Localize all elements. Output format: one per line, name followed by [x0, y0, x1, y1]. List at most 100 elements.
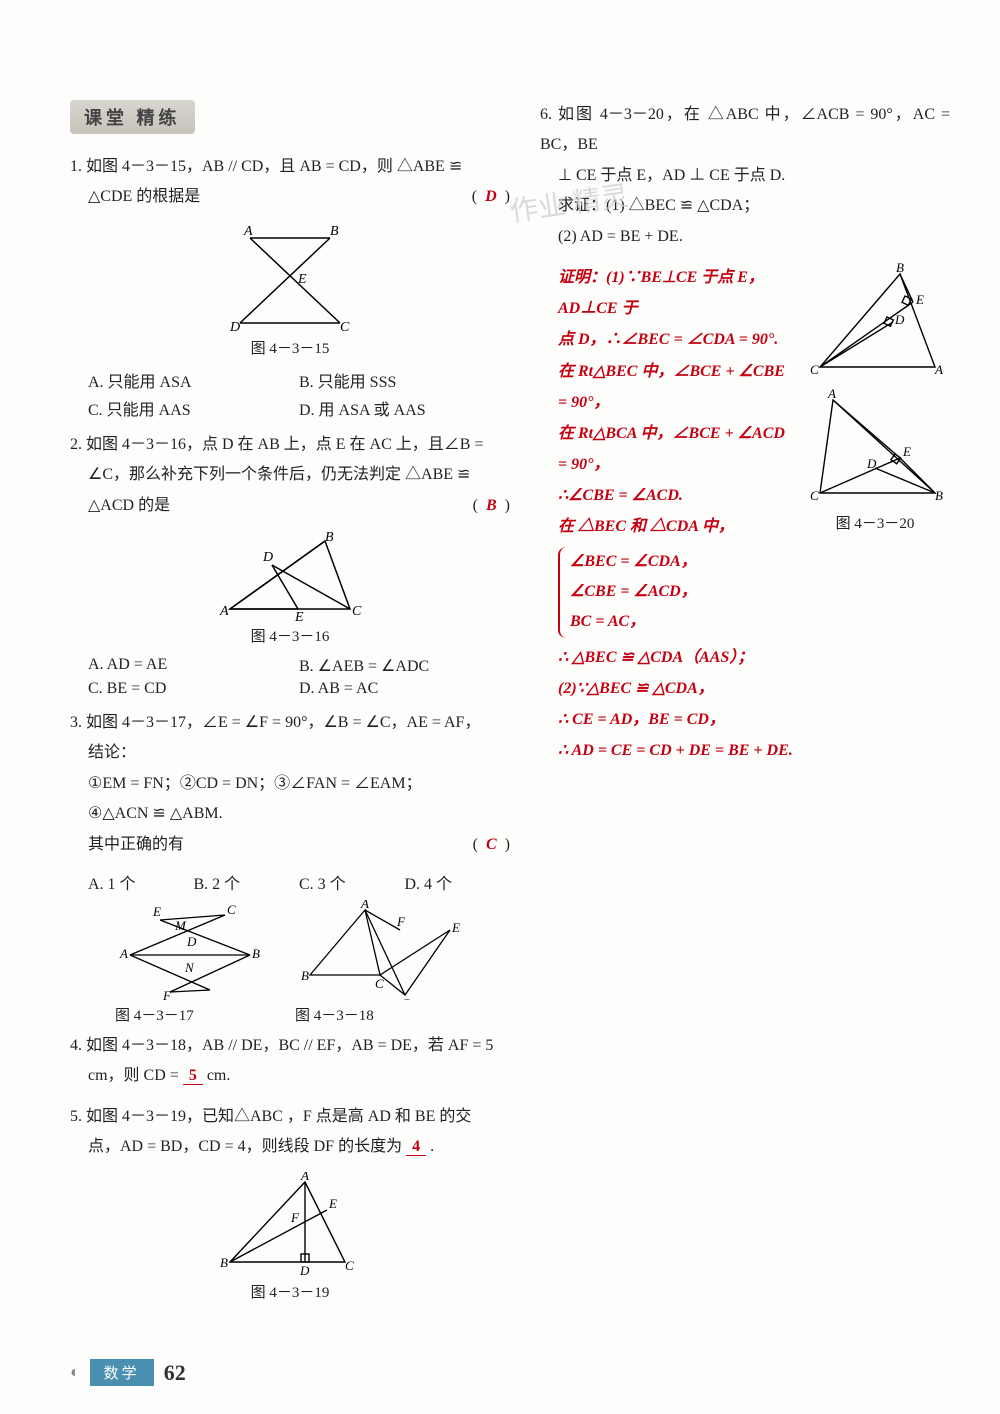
q1-answer: D: [485, 188, 497, 205]
q3-opt-d: D. 4 个: [405, 870, 511, 894]
svg-text:C: C: [227, 902, 236, 917]
fig-4-3-15-caption: 图 4－3－15: [70, 337, 510, 358]
svg-text:A: A: [243, 224, 253, 239]
svg-text:E: E: [451, 920, 460, 935]
question-4: 4. 如图 4－3－18，AB // DE，BC // EF，AB = DE，若…: [70, 1031, 510, 1092]
q3-answer: C: [486, 836, 497, 853]
q1-options: A. 只能用 ASA B. 只能用 SSS C. 只能用 AAS D. 用 AS…: [88, 368, 510, 424]
q4-line2a: cm，则 CD =: [88, 1067, 183, 1084]
svg-text:D: D: [866, 456, 877, 471]
q4-line1: 4. 如图 4－3－18，AB // DE，BC // EF，AB = DE，若…: [70, 1037, 493, 1054]
q2-line1: 2. 如图 4－3－16，点 D 在 AB 上，点 E 在 AC 上，且∠B =: [70, 436, 483, 453]
svg-text:D: D: [299, 1263, 310, 1277]
q5-answer: 4: [406, 1138, 426, 1156]
svg-text:A: A: [827, 388, 836, 401]
q1-line1: 1. 如图 4－3－15，AB // CD，且 AB = CD，则 △ABE ≌: [70, 158, 462, 175]
svg-text:C: C: [810, 488, 819, 503]
svg-text:E: E: [294, 610, 304, 621]
svg-text:B: B: [220, 1255, 228, 1270]
svg-text:D: D: [402, 996, 413, 1000]
svg-text:C: C: [345, 1258, 354, 1273]
q5-line2b: .: [426, 1138, 434, 1155]
fig-4-3-16-caption: 图 4－3－16: [70, 625, 510, 646]
q2-line2: ∠C，那么补充下列一个条件后，仍无法判定 △ABE ≌: [88, 466, 470, 483]
q1-opt-d: D. 用 ASA 或 AAS: [299, 396, 510, 420]
q2-opt-a: A. AD = AE: [88, 656, 299, 676]
q6-line3: 求证：(1) △BEC ≌ △CDA；: [558, 197, 759, 214]
svg-text:A: A: [219, 604, 229, 619]
svg-text:E: E: [152, 904, 161, 919]
svg-text:F: F: [290, 1210, 300, 1225]
footer-subject: 数学: [90, 1359, 154, 1386]
svg-text:B: B: [252, 946, 260, 961]
q6-proof-l8: (2)∵△BEC ≌ △CDA，: [558, 673, 950, 704]
figure-4-3-20: BC AE D AC BE D 图 4－3－20: [800, 262, 950, 533]
q3-line2: 结论：: [88, 744, 136, 761]
fig-4-3-17-caption: 图 4－3－17: [115, 1004, 265, 1025]
svg-text:D: D: [262, 550, 273, 565]
q6-proof-b2: ∠CBE = ∠ACD，: [570, 577, 950, 607]
q2-opt-c: C. BE = CD: [88, 680, 299, 698]
question-5: 5. 如图 4－3－19，已知△ABC ，F 点是高 AD 和 BE 的交 点，…: [70, 1102, 510, 1163]
q2-answer: B: [486, 497, 497, 514]
q6-proof-l10: ∴ AD = CE = CD + DE = BE + DE.: [558, 735, 950, 766]
svg-text:C: C: [340, 320, 350, 333]
svg-text:N: N: [184, 960, 195, 975]
right-column: 6. 如图 4－3－20，在 △ABC 中，∠ACB = 90°，AC = BC…: [540, 100, 950, 1312]
q2-answer-paren: ( B ): [473, 491, 510, 521]
q4-line2b: cm.: [203, 1067, 231, 1084]
section-title: 课堂 精练: [70, 100, 195, 134]
figure-4-3-15: AB DC E 图 4－3－15: [70, 223, 510, 358]
q2-options: A. AD = AE B. ∠AEB = ∠ADC C. BE = CD D. …: [88, 656, 510, 702]
q3-opt-c: C. 3 个: [299, 870, 405, 894]
svg-text:B: B: [301, 968, 309, 983]
svg-text:D: D: [894, 312, 905, 327]
figure-4-3-19: A B C D E F 图 4－3－19: [70, 1172, 510, 1302]
q1-opt-c: C. 只能用 AAS: [88, 396, 299, 420]
svg-text:C: C: [375, 976, 384, 991]
q2-line3: △ACD 的是: [88, 491, 170, 521]
q3-line4: ④△ACN ≌ △ABM.: [88, 805, 223, 822]
fig-4-3-18-caption: 图 4－3－18: [295, 1004, 465, 1025]
svg-text:B: B: [935, 488, 943, 503]
q1-answer-paren: ( D ): [472, 182, 510, 212]
fig-4-3-20-caption: 图 4－3－20: [800, 512, 950, 533]
svg-text:A: A: [119, 946, 128, 961]
q1-line2: △CDE 的根据是: [88, 182, 200, 212]
svg-text:D: D: [229, 320, 240, 333]
figure-4-3-16: A C B D E 图 4－3－16: [70, 531, 510, 646]
svg-text:E: E: [915, 292, 924, 307]
q1-opt-b: B. 只能用 SSS: [299, 368, 510, 392]
question-2: 2. 如图 4－3－16，点 D 在 AB 上，点 E 在 AC 上，且∠B =…: [70, 430, 510, 521]
q3-line5: 其中正确的有: [88, 830, 184, 860]
svg-text:B: B: [325, 531, 334, 545]
question-1: 1. 如图 4－3－15，AB // CD，且 AB = CD，则 △ABE ≌…: [70, 152, 510, 213]
svg-text:F: F: [162, 988, 172, 1000]
q3-line3: ①EM = FN；②CD = DN；③∠FAN = ∠EAM；: [88, 775, 422, 792]
left-column: 课堂 精练 1. 如图 4－3－15，AB // CD，且 AB = CD，则 …: [70, 100, 510, 1312]
q5-line1: 5. 如图 4－3－19，已知△ABC ，F 点是高 AD 和 BE 的交: [70, 1108, 471, 1125]
q3-opt-b: B. 2 个: [194, 870, 300, 894]
svg-text:D: D: [186, 934, 197, 949]
svg-text:A: A: [300, 1172, 309, 1183]
page-footer: ◐ 数学 62: [70, 1359, 186, 1386]
footer-page-number: 62: [164, 1360, 186, 1386]
figures-4-3-17-18: AB EC FM DN 图 4－3－17 AB CD EF: [70, 900, 510, 1025]
q6-proof-cont: ∴ △BEC ≌ △CDA（AAS）； (2)∵△BEC ≌ △CDA， ∴ C…: [558, 642, 950, 767]
q6-proof-l9: ∴ CE = AD，BE = CD，: [558, 704, 950, 735]
fig-4-3-19-caption: 图 4－3－19: [70, 1281, 510, 1302]
q3-answer-paren: ( C ): [473, 830, 510, 860]
q3-options: A. 1 个 B. 2 个 C. 3 个 D. 4 个: [88, 870, 510, 894]
q2-opt-d: D. AB = AC: [299, 680, 510, 698]
svg-text:C: C: [352, 604, 362, 619]
svg-text:E: E: [328, 1196, 337, 1211]
svg-text:C: C: [810, 362, 819, 377]
q4-answer: 5: [183, 1067, 203, 1085]
q6-line4: (2) AD = BE + DE.: [558, 228, 683, 245]
svg-text:B: B: [896, 262, 904, 275]
q6-proof-brace: ∠BEC = ∠CDA， ∠CBE = ∠ACD， BC = AC，: [558, 547, 950, 638]
svg-text:A: A: [934, 362, 943, 377]
q6-proof-b1: ∠BEC = ∠CDA，: [570, 547, 950, 577]
q3-line1: 3. 如图 4－3－17，∠E = ∠F = 90°，∠B = ∠C，AE = …: [70, 714, 480, 731]
q5-line2a: 点，AD = BD，CD = 4，则线段 DF 的长度为: [88, 1138, 406, 1155]
